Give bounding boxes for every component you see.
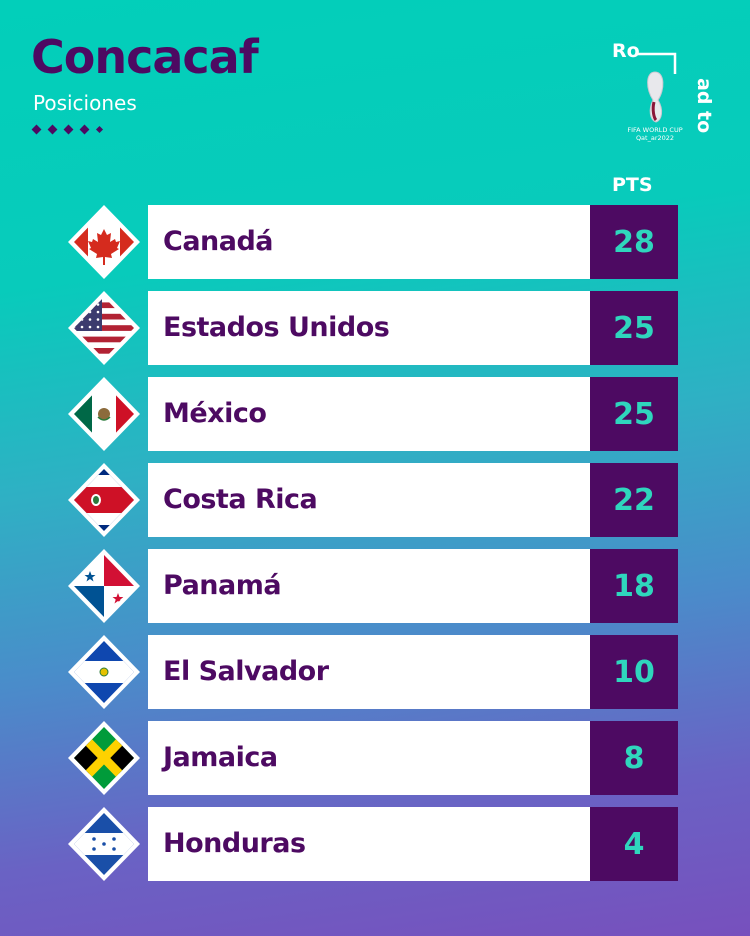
dot-icon xyxy=(63,124,74,135)
team-name: Costa Rica xyxy=(163,484,318,515)
dot-icon xyxy=(47,124,58,135)
flag-canada-icon xyxy=(68,205,140,279)
dot-icon xyxy=(79,124,90,135)
team-bar xyxy=(148,549,590,623)
table-row: México 25 xyxy=(68,377,678,451)
road-to-qatar-logo: Ro ad to FIFA WORLD CUP Qat_ar2022 xyxy=(612,40,715,142)
logo-text-side: ad to xyxy=(693,78,715,133)
flag-el-salvador-icon xyxy=(68,635,140,709)
logo-caption-1: FIFA WORLD CUP xyxy=(627,126,682,134)
team-bar xyxy=(148,291,590,365)
flag-panama-icon xyxy=(68,549,140,623)
flag-mexico-icon xyxy=(68,377,140,451)
team-name: Panamá xyxy=(163,570,282,601)
team-bar xyxy=(148,205,590,279)
team-points: 18 xyxy=(590,549,678,623)
team-points: 8 xyxy=(590,721,678,795)
team-name: Canadá xyxy=(163,226,274,257)
table-row: Costa Rica 22 xyxy=(68,463,678,537)
team-points: 25 xyxy=(590,291,678,365)
team-bar xyxy=(148,377,590,451)
team-name: Jamaica xyxy=(163,742,278,773)
flag-jamaica-icon xyxy=(68,721,140,795)
team-bar xyxy=(148,635,590,709)
team-points: 25 xyxy=(590,377,678,451)
team-points: 10 xyxy=(590,635,678,709)
flag-usa-icon xyxy=(68,291,140,365)
team-points: 22 xyxy=(590,463,678,537)
team-bar xyxy=(148,807,590,881)
decorative-dots xyxy=(31,124,104,135)
table-row: Canadá 28 xyxy=(68,205,678,279)
team-name: México xyxy=(163,398,267,429)
team-points: 4 xyxy=(590,807,678,881)
dot-icon xyxy=(31,124,42,135)
table-row: Estados Unidos 25 xyxy=(68,291,678,365)
page-title: Concacaf xyxy=(31,30,259,84)
team-points: 28 xyxy=(590,205,678,279)
page-subtitle: Posiciones xyxy=(33,91,137,115)
table-row: Honduras 4 xyxy=(68,807,678,881)
flag-costa-rica-icon xyxy=(68,463,140,537)
team-name: Honduras xyxy=(163,828,306,859)
dot-icon xyxy=(95,125,104,134)
team-bar xyxy=(148,463,590,537)
pts-column-header: PTS xyxy=(612,174,653,196)
logo-text-top: Ro xyxy=(612,40,640,62)
flag-honduras-icon xyxy=(68,807,140,881)
team-name: Estados Unidos xyxy=(163,312,390,343)
table-row: Panamá 18 xyxy=(68,549,678,623)
logo-caption-2: Qat_ar2022 xyxy=(636,134,674,142)
table-row: Jamaica 8 xyxy=(68,721,678,795)
team-bar xyxy=(148,721,590,795)
table-row: El Salvador 10 xyxy=(68,635,678,709)
team-name: El Salvador xyxy=(163,656,329,687)
